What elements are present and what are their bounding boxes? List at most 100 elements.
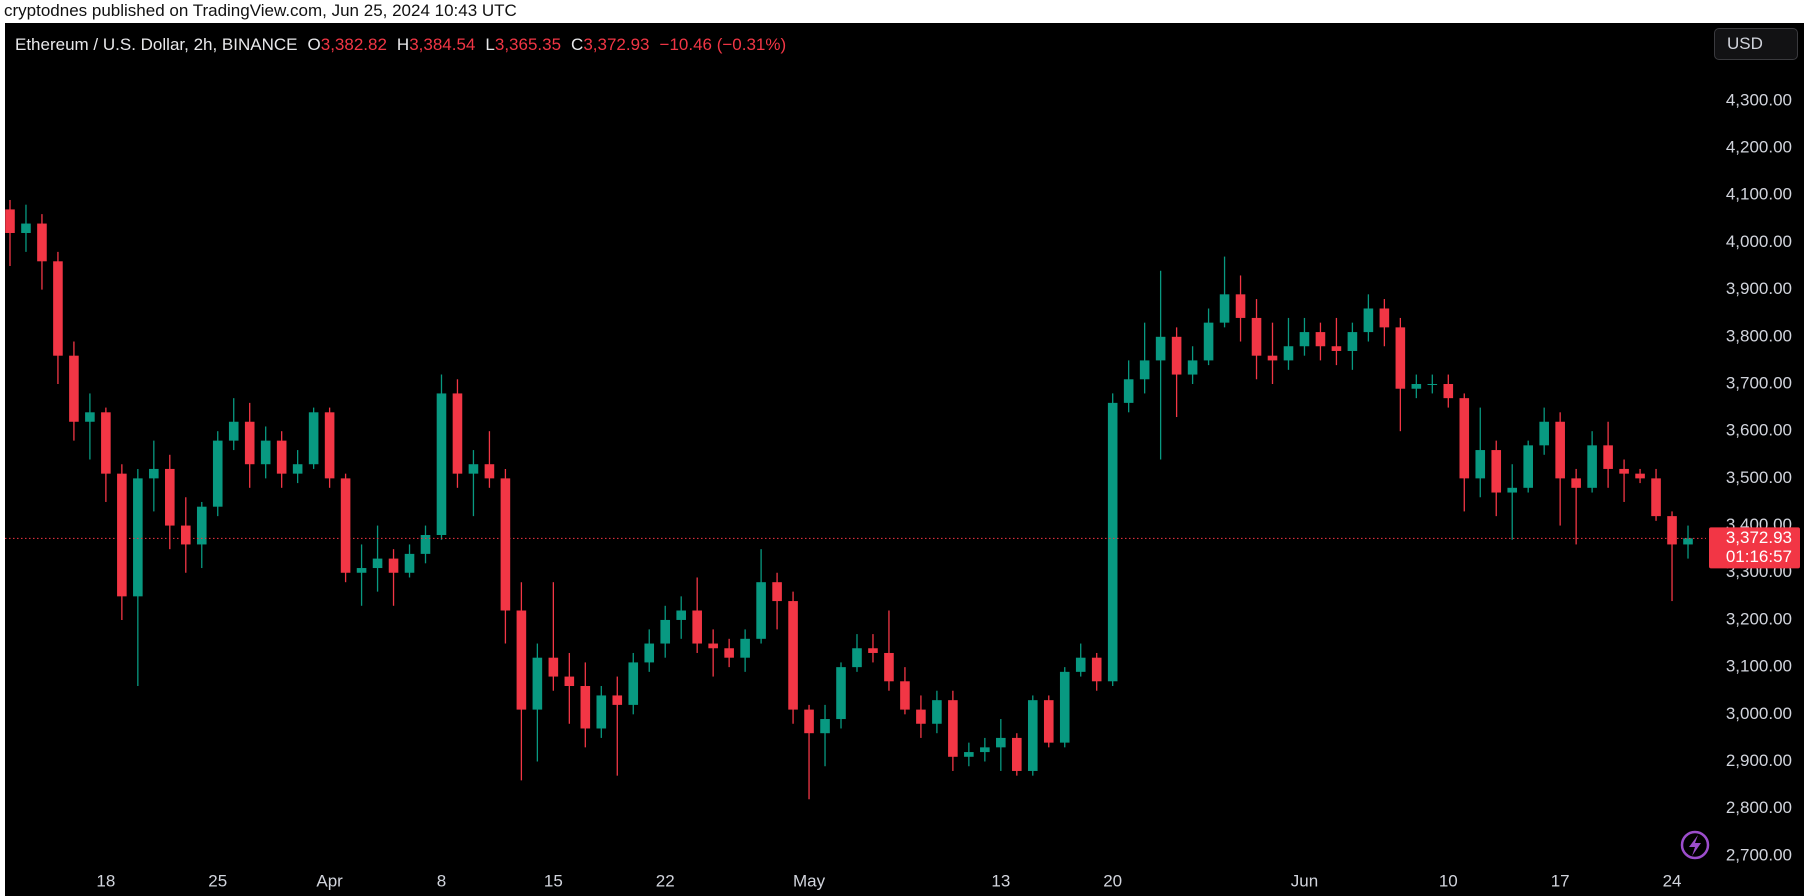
y-tick-label: 3,700.00 <box>1726 373 1792 392</box>
ohlc-key: O <box>307 35 321 54</box>
y-tick-label: 2,900.00 <box>1726 751 1792 770</box>
ohlc-value: 3,372.93 <box>583 35 650 54</box>
x-tick-label: 15 <box>544 871 563 890</box>
ohlc-values: O3,382.82 H3,384.54 L3,365.35 C3,372.93 <box>308 35 660 54</box>
chart-background <box>5 23 1804 896</box>
candle-body <box>1587 445 1597 488</box>
currency-button[interactable]: USD <box>1714 28 1798 60</box>
candle-body <box>1267 355 1278 361</box>
candle-body <box>228 421 239 441</box>
candle-body <box>180 525 191 545</box>
ohlc-key: L <box>485 35 495 54</box>
candle-body <box>708 643 718 649</box>
x-tick-label: Jun <box>1291 871 1318 890</box>
candle-body <box>1555 421 1565 479</box>
candle-body <box>292 464 303 474</box>
candle-body <box>820 719 830 734</box>
candle-body <box>1683 538 1693 545</box>
candle-body <box>1315 332 1326 347</box>
candle-body <box>644 643 655 663</box>
candle-body <box>772 582 782 602</box>
candle-body <box>1459 398 1470 479</box>
candle-body <box>1523 445 1533 488</box>
candle-body <box>1155 336 1166 361</box>
candle-body <box>212 440 223 507</box>
lightning-button[interactable] <box>1680 830 1710 860</box>
candle-body <box>260 440 271 465</box>
last-price-box <box>1709 527 1800 569</box>
x-tick-label: 25 <box>208 871 227 890</box>
candle-body <box>1507 487 1518 493</box>
candle-body <box>85 412 95 422</box>
plot: 2,700.00 2,800.00 2,900.00 3,000.00 3,100.00… <box>5 90 1800 890</box>
candle-body <box>836 667 846 720</box>
symbol-title: Ethereum / U.S. Dollar, 2h, BINANCE <box>15 35 298 54</box>
candle-body <box>1043 700 1054 743</box>
candle-body <box>21 223 31 233</box>
x-tick-label: 22 <box>656 871 675 890</box>
candle-body <box>532 657 543 710</box>
candle-body <box>1347 332 1358 351</box>
candle-body <box>676 610 686 620</box>
candle-body <box>1571 478 1581 488</box>
y-tick-label: 4,200.00 <box>1726 138 1792 157</box>
candle-body <box>149 468 159 479</box>
countdown-label: 01:16:57 <box>1726 547 1792 566</box>
candle-body <box>276 440 287 474</box>
candle-body <box>916 709 926 724</box>
candle-body <box>1075 657 1086 672</box>
candle-body <box>1283 346 1294 361</box>
candle-body <box>628 662 639 705</box>
y-tick-label: 3,900.00 <box>1726 279 1792 298</box>
y-tick-label: 4,300.00 <box>1726 90 1792 109</box>
candle-body <box>548 657 559 677</box>
candle-body <box>788 601 798 710</box>
publisher-note: cryptodnes published on TradingView.com,… <box>4 1 517 20</box>
candle-body <box>244 421 255 465</box>
y-tick-label: 3,000.00 <box>1726 704 1792 723</box>
x-tick-label: 8 <box>437 871 446 890</box>
candle-body <box>324 412 335 479</box>
y-tick-label: 3,800.00 <box>1726 326 1792 345</box>
candle-body <box>1411 383 1422 389</box>
candle-body <box>516 610 527 710</box>
candle-body <box>868 648 878 653</box>
y-tick-label: 3,200.00 <box>1726 609 1792 628</box>
candle-body <box>900 681 910 710</box>
candle-body <box>1299 332 1310 347</box>
candle-body <box>660 619 671 644</box>
candle-body <box>1395 327 1406 389</box>
x-tick-label: Apr <box>316 871 343 890</box>
y-tick-label: 4,000.00 <box>1726 232 1792 251</box>
candle-body <box>980 747 990 753</box>
y-tick-label: 3,100.00 <box>1726 657 1792 676</box>
symbol-legend: Ethereum / U.S. Dollar, 2h, BINANCE O 3,38… <box>15 35 796 55</box>
candle-body <box>196 506 207 545</box>
candle-body <box>1139 360 1150 380</box>
y-tick-label: 4,100.00 <box>1726 185 1792 204</box>
candle-body <box>372 558 383 569</box>
candle-body <box>564 676 575 687</box>
ohlc-key: H <box>396 35 410 54</box>
candle-body <box>1363 308 1374 333</box>
candle-body <box>1187 360 1198 375</box>
candle-body <box>1539 421 1549 446</box>
candle-body <box>1171 336 1182 375</box>
candle-body <box>1379 308 1390 328</box>
x-tick-label: 18 <box>96 871 115 890</box>
price-change: −10.46 (−0.31%) <box>659 35 787 54</box>
candle-body <box>596 695 607 729</box>
candle-body <box>1219 294 1230 323</box>
candle-body <box>420 535 431 554</box>
x-tick-label: 10 <box>1439 871 1458 890</box>
candle-body <box>1123 379 1134 403</box>
candle-body <box>133 478 143 597</box>
y-tick-label: 3,500.00 <box>1726 468 1792 487</box>
x-tick-label: 20 <box>1103 871 1122 890</box>
x-tick-label: May <box>793 871 826 890</box>
candle-body <box>452 393 463 474</box>
candle-body <box>1475 450 1486 479</box>
candle-body <box>1443 383 1454 399</box>
ohlc-value: 3,384.54 <box>409 35 476 54</box>
candle-body <box>37 223 47 262</box>
